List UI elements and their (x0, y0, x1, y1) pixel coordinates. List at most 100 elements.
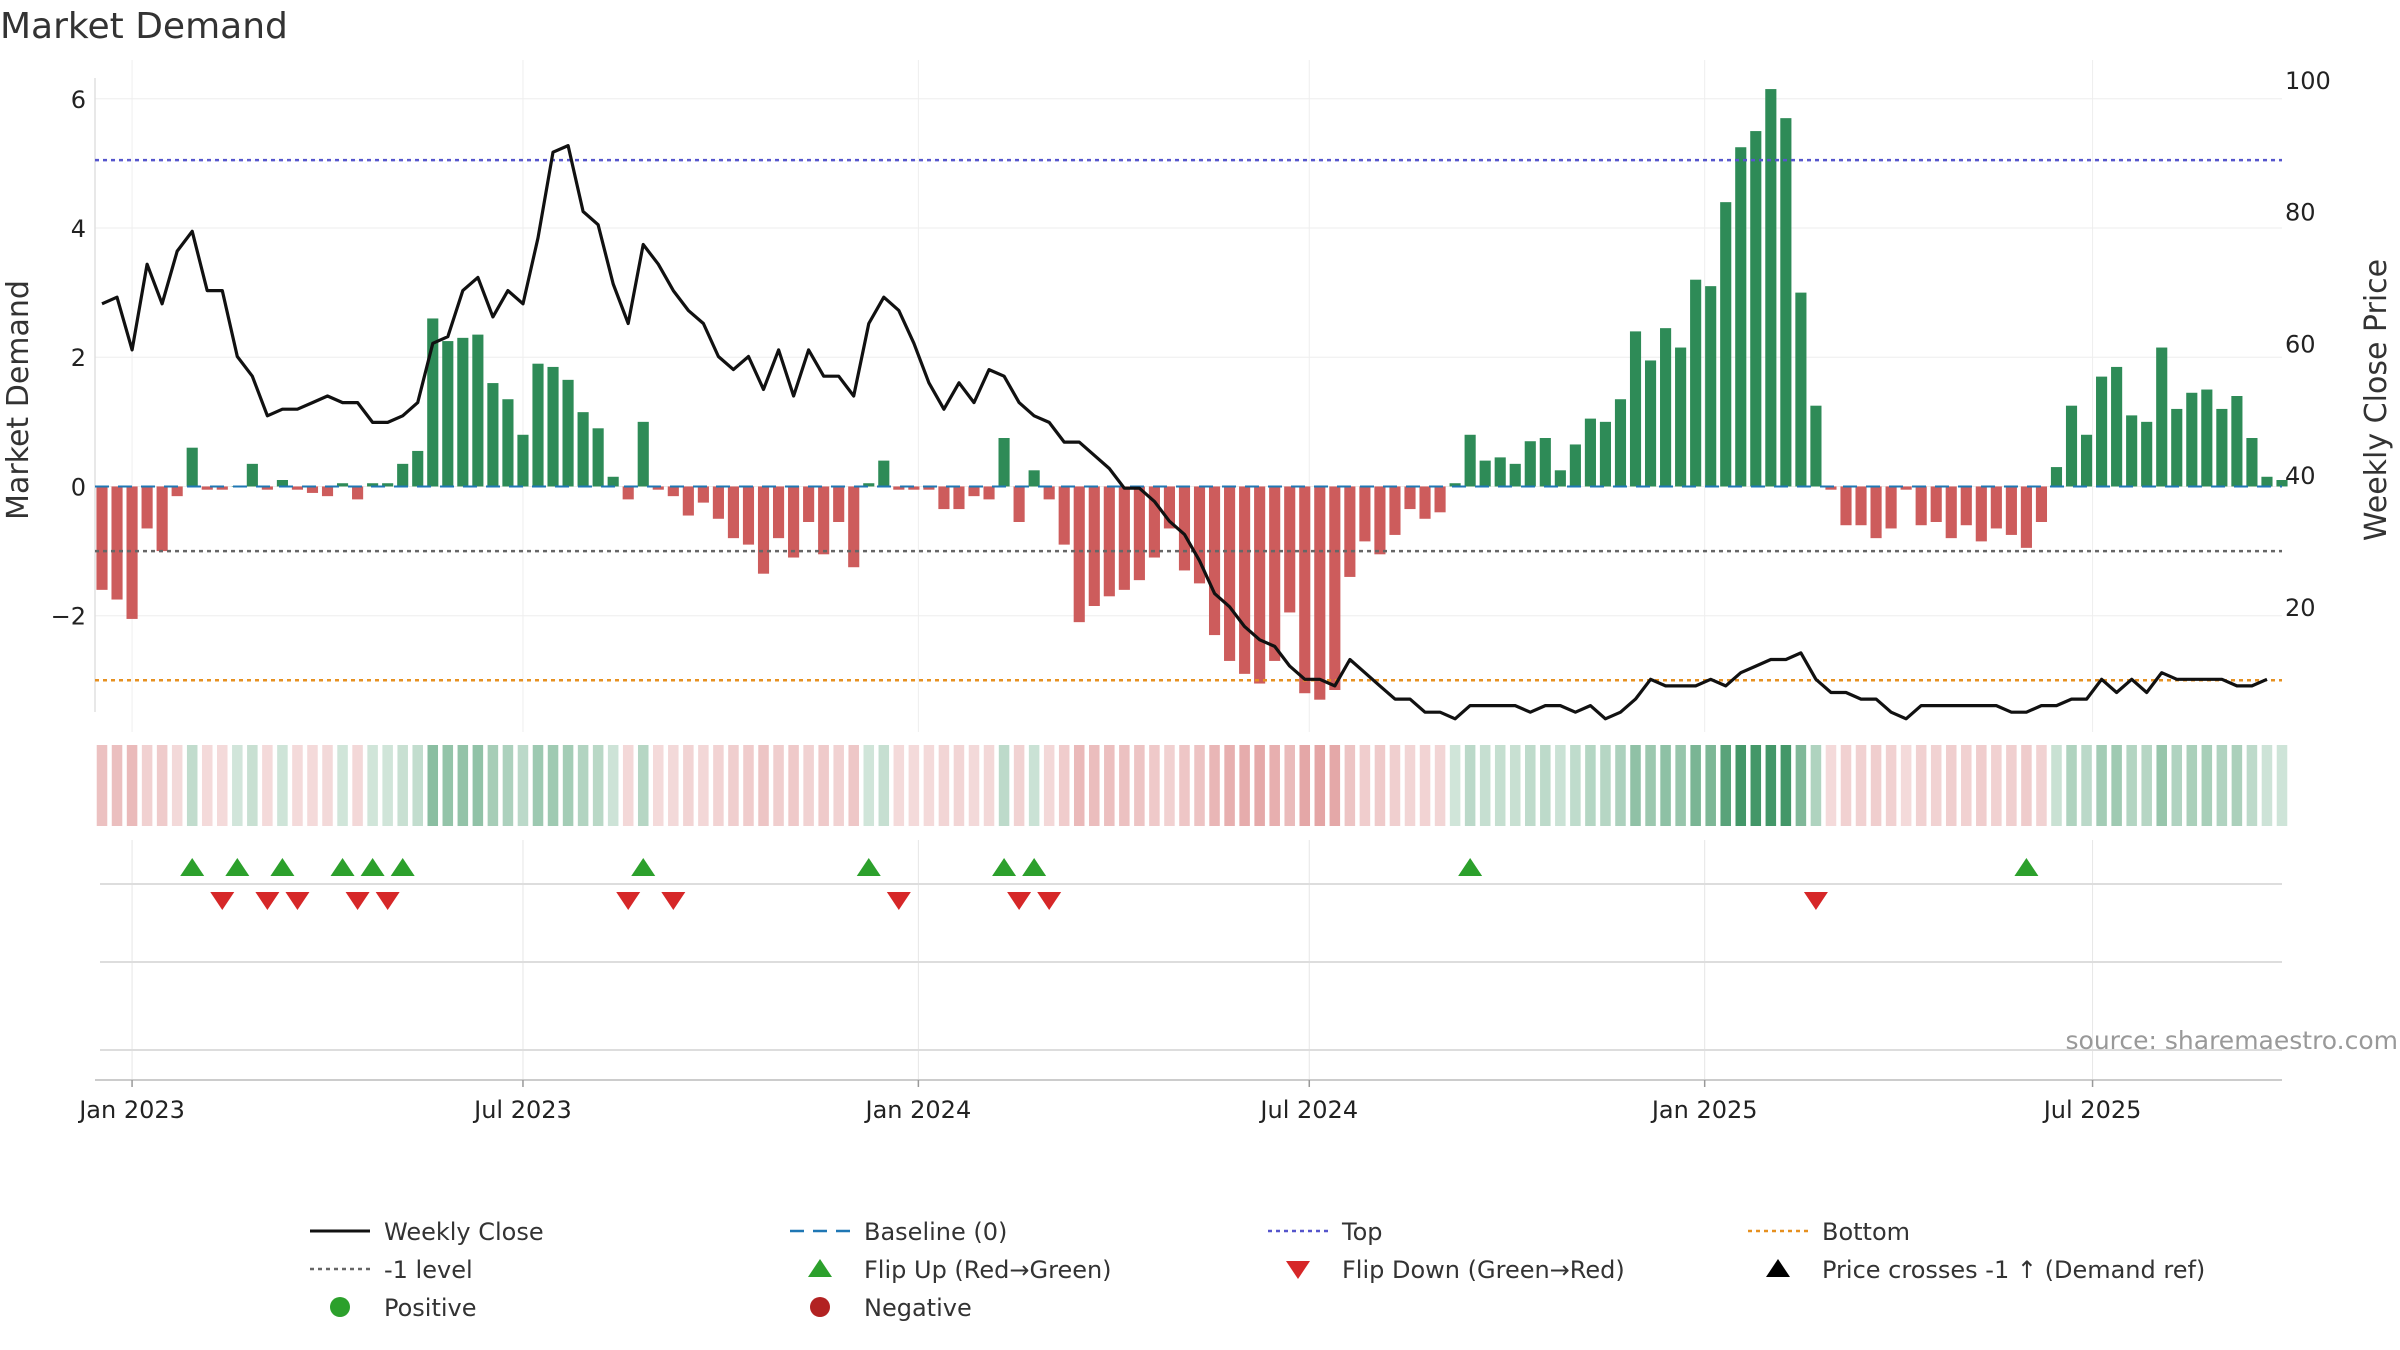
demand-strip-cell (547, 745, 559, 826)
y2-tick-label-3: 80 (2285, 199, 2316, 227)
demand-strip-cell (728, 745, 739, 826)
demand-strip-cell (592, 745, 604, 826)
demand-bar (96, 486, 108, 590)
demand-bar (1299, 486, 1311, 694)
demand-bar (998, 438, 1010, 487)
demand-strip-cell (577, 745, 589, 826)
demand-bar (1374, 486, 1386, 555)
demand-strip-cell (562, 745, 574, 826)
demand-strip-cell (2111, 745, 2122, 826)
demand-strip-cell (833, 745, 844, 826)
demand-strip-cell (457, 745, 469, 826)
flip-down-marker (1007, 892, 1032, 910)
demand-bar (1810, 405, 1822, 487)
x-tick-label-1: Jul 2023 (472, 1096, 572, 1124)
demand-bar (1434, 486, 1446, 513)
demand-bar (1675, 347, 1687, 487)
demand-strip-cell (1164, 745, 1175, 826)
demand-bar (712, 486, 724, 519)
demand-bar (1239, 486, 1251, 674)
demand-bar (1269, 486, 1281, 661)
demand-strip-cell (1615, 745, 1626, 826)
demand-bar (1599, 421, 1612, 487)
demand-strip-cell (1149, 745, 1160, 826)
y-tick-label-1: 0 (71, 473, 86, 501)
flip-up-marker (270, 858, 295, 876)
demand-bar (321, 486, 334, 497)
demand-strip-cell (247, 745, 258, 826)
demand-strip-cell (397, 745, 408, 826)
demand-strip-cell (893, 745, 905, 826)
price-series (101, 144, 2268, 721)
y-tick-label-2: 2 (71, 344, 86, 372)
x-tick-label-3: Jul 2024 (1258, 1096, 1358, 1124)
legend: Weekly Close Baseline (0) Top Bottom -1 leve… (310, 1218, 2205, 1322)
demand-strip-cell (1284, 745, 1295, 826)
demand-strip-cell (186, 745, 198, 826)
demand-strip-cell (2036, 745, 2047, 826)
demand-bar (1314, 486, 1326, 700)
demand-strip-cell (292, 745, 303, 826)
demand-strip-cell (442, 745, 454, 826)
demand-strip-cell (1194, 745, 1205, 826)
demand-strip-cell (1254, 745, 1265, 826)
demand-strip-cell (1795, 745, 1807, 826)
demand-strip-cell (171, 745, 183, 826)
demand-strip-cell (2156, 745, 2167, 826)
demand-bar (276, 480, 288, 487)
demand-bar (1088, 486, 1100, 606)
demand-bar (1750, 131, 1762, 487)
demand-strip-cell (1374, 745, 1386, 826)
demand-strip-cell (998, 745, 1010, 826)
demand-strip-cell (217, 745, 228, 826)
demand-strip-cell (2276, 745, 2288, 826)
demand-bar (968, 486, 980, 497)
demand-bar (1915, 486, 1927, 526)
demand-strip-cell (2096, 745, 2107, 826)
demand-bar (1208, 486, 1221, 636)
demand-strip-cell (953, 745, 965, 826)
legend-label: Negative (864, 1294, 972, 1322)
flip-up-marker (225, 858, 250, 876)
demand-bar (547, 366, 559, 487)
legend-entry: Baseline (0) (790, 1218, 1007, 1246)
demand-bar (1133, 486, 1145, 581)
demand-strip-cell (1961, 745, 1972, 826)
flip-up-marker (992, 858, 1017, 876)
demand-strip-cell (968, 745, 980, 826)
demand-bar (442, 341, 454, 487)
demand-bar (2171, 408, 2183, 487)
legend-swatch (810, 1297, 830, 1317)
demand-bars (96, 89, 2288, 700)
legend-label: -1 level (384, 1256, 473, 1284)
demand-bar (2005, 486, 2017, 535)
demand-strip-cell (1464, 745, 1476, 826)
legend-entry: -1 level (310, 1256, 473, 1284)
legend-label: Bottom (1822, 1218, 1910, 1246)
demand-strip-cell (1930, 745, 1942, 826)
demand-bar (141, 486, 153, 529)
demand-bar (2141, 421, 2153, 487)
demand-bar (2111, 366, 2123, 487)
demand-strip-cell (2201, 745, 2213, 826)
demand-strip-cell (1870, 745, 1882, 826)
demand-bar (757, 486, 770, 574)
demand-bar (201, 486, 213, 490)
demand-strip-cell (637, 745, 649, 826)
demand-bar (1644, 360, 1657, 487)
demand-bar (908, 486, 920, 490)
demand-bar (1569, 444, 1581, 487)
demand-strip-cell (1434, 745, 1446, 826)
demand-bar (171, 486, 183, 497)
demand-bar (1735, 147, 1747, 487)
demand-bar (1554, 470, 1566, 487)
flip-up-marker (1458, 858, 1483, 876)
demand-bar (1509, 463, 1521, 487)
demand-strip-cell (1555, 745, 1566, 826)
reference-lines (95, 158, 2282, 682)
demand-bar (833, 486, 845, 522)
demand-bar (186, 447, 198, 487)
demand-strip-cell (2051, 745, 2062, 826)
demand-strip-cell (1525, 745, 1536, 826)
